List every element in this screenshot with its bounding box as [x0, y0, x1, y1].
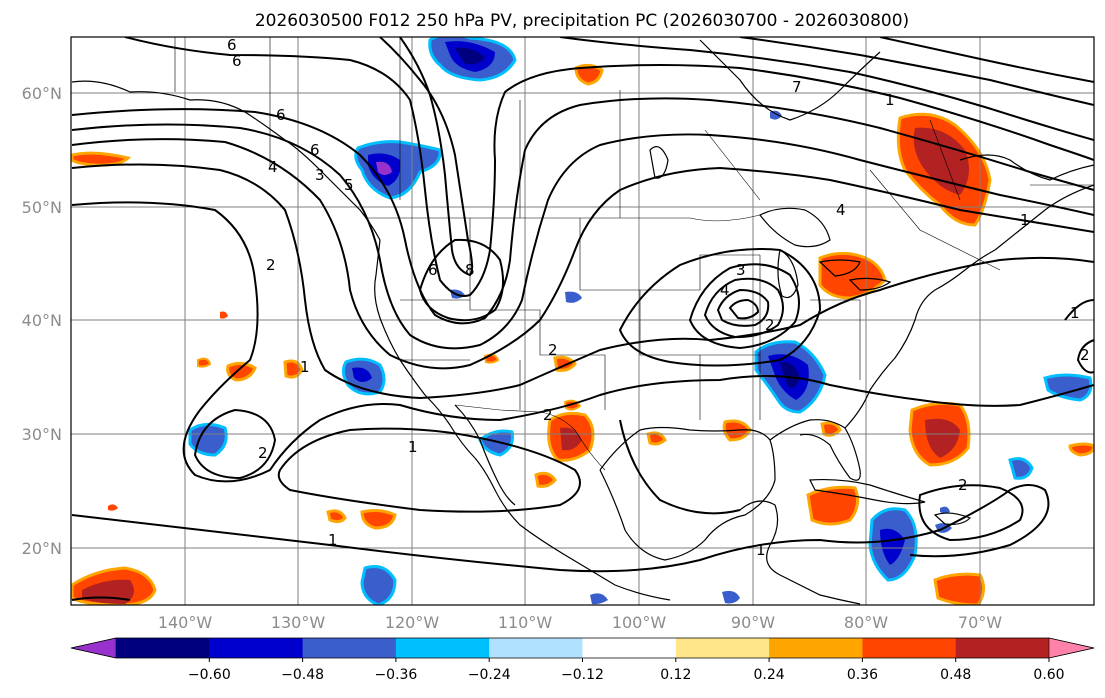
- lon-label: 120°W: [385, 613, 440, 632]
- contour-label: 5: [344, 176, 354, 194]
- colorbar-tick-label: 0.48: [940, 667, 971, 683]
- contour-label: 6: [227, 36, 237, 54]
- pv-contours: [71, 37, 1094, 601]
- lat-label: 30°N: [22, 425, 62, 444]
- colorbar-tick-label: 0.36: [847, 667, 878, 683]
- contour-label: 4: [836, 201, 846, 219]
- lat-label: 50°N: [22, 198, 62, 217]
- pv-contour-labels: 6 6 6 6 5 4 3 2 2 1 2 1 2 6 8 1 3 4 2 7 …: [227, 36, 1090, 559]
- colorbar-tick-label: 0.24: [754, 667, 785, 683]
- latitude-labels: 60°N 50°N 40°N 30°N 20°N: [22, 84, 62, 558]
- colorbar-segment: [116, 638, 210, 658]
- lon-label: 80°W: [844, 613, 888, 632]
- colorbar-segment: [769, 638, 863, 658]
- contour-label: 6: [276, 106, 286, 124]
- lon-label: 90°W: [731, 613, 775, 632]
- contour-label: 1: [885, 91, 895, 109]
- colorbar-segment: [209, 638, 304, 658]
- map-panel: 6 6 6 6 5 4 3 2 2 1 2 1 2 6 8 1 3 4 2 7 …: [71, 36, 1094, 605]
- contour-label: 1: [300, 358, 310, 376]
- lat-label: 60°N: [22, 84, 62, 103]
- colorbar-ticks: −0.60 −0.48 −0.36 −0.24 −0.12 0.12 0.24 0.36 0.4…: [188, 658, 1065, 683]
- lat-label: 40°N: [22, 311, 62, 330]
- contour-label: 2: [1080, 346, 1090, 364]
- contour-label: 1: [1070, 304, 1080, 322]
- colorbar-segment: [489, 638, 583, 658]
- contour-label: 6: [428, 261, 438, 279]
- contour-label: 2: [258, 444, 268, 462]
- lon-label: 140°W: [158, 613, 213, 632]
- contour-label: 3: [315, 166, 325, 184]
- contour-label: 1: [408, 438, 418, 456]
- contour-label: 6: [310, 141, 320, 159]
- colorbar-extend-low: [70, 637, 117, 659]
- lat-label: 20°N: [22, 539, 62, 558]
- lon-label: 130°W: [271, 613, 326, 632]
- lon-label: 100°W: [612, 613, 667, 632]
- colorbar-segments: [70, 637, 1095, 659]
- contour-label: 3: [736, 261, 746, 279]
- contour-label: 2: [266, 256, 276, 274]
- map-title: 2026030500 F012 250 hPa PV, precipitatio…: [255, 11, 909, 31]
- contour-label: 8: [465, 261, 475, 279]
- colorbar-tick-label: 0.60: [1033, 667, 1064, 683]
- contour-label: 1: [756, 541, 766, 559]
- colorbar-tick-label: 0.12: [660, 667, 691, 683]
- contour-label: 2: [548, 341, 558, 359]
- colorbar-extend-high: [1048, 637, 1095, 659]
- map-frame: [70, 36, 1095, 606]
- contour-label: 2: [765, 316, 775, 334]
- colorbar-frame: [70, 637, 1095, 659]
- colorbar-tick-label: −0.48: [281, 667, 324, 683]
- lon-label: 70°W: [958, 613, 1002, 632]
- colorbar-tick-label: −0.24: [468, 667, 511, 683]
- colorbar-segment: [395, 638, 490, 658]
- colorbar-segment: [955, 638, 1050, 658]
- colorbar-tick-label: −0.12: [561, 667, 604, 683]
- colorbar-segment: [862, 638, 957, 658]
- colorbar-segment: [582, 638, 677, 658]
- colorbar: −0.60 −0.48 −0.36 −0.24 −0.12 0.12 0.24 0.36 0.4…: [70, 637, 1095, 683]
- negative-precip-areas: [188, 37, 1093, 605]
- contour-label: 1: [1020, 211, 1030, 229]
- colorbar-segment: [302, 638, 397, 658]
- contour-label: 7: [792, 78, 802, 96]
- contour-label: 2: [543, 406, 553, 424]
- contour-label: 2: [958, 476, 968, 494]
- colorbar-tick-label: −0.36: [374, 667, 417, 683]
- contour-label: 6: [232, 52, 242, 70]
- colorbar-segment: [675, 638, 770, 658]
- longitude-labels: 140°W 130°W 120°W 110°W 100°W 90°W 80°W …: [158, 613, 1002, 632]
- lon-label: 110°W: [498, 613, 553, 632]
- contour-label: 4: [720, 281, 730, 299]
- colorbar-tick-label: −0.60: [188, 667, 231, 683]
- contour-label: 1: [328, 531, 338, 549]
- contour-label: 4: [268, 158, 278, 176]
